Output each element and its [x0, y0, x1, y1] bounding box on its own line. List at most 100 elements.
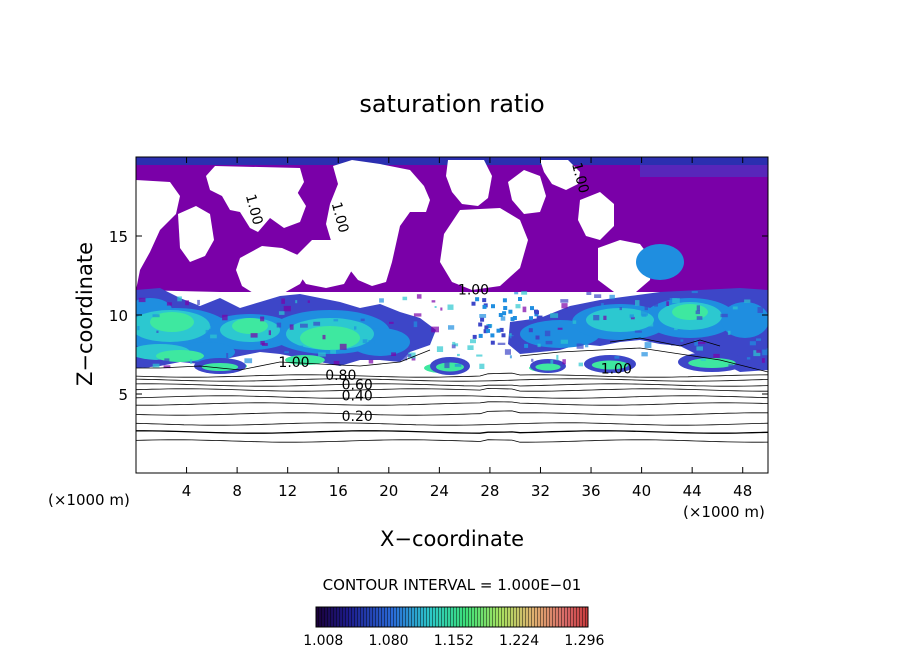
clear-air-hole-13 [598, 240, 652, 292]
clear-air-hole-9 [236, 246, 308, 296]
x-axis-ticks: 4 8 12 16 20 24 28 32 36 40 44 48 [182, 157, 752, 500]
cloud-speckle-47 [330, 349, 336, 354]
cloud-speckle-mid-12 [487, 324, 492, 329]
cloud-speckle-77 [261, 343, 268, 346]
contour-label-9: 1.00 [458, 283, 489, 299]
cloud-speckle-50 [696, 305, 700, 311]
cloud-speckle-mid-28 [518, 297, 522, 301]
cloud-speckle-124 [700, 358, 706, 361]
cloud-speckle-mid-24 [524, 343, 529, 348]
cloud-speckle-101 [514, 292, 519, 295]
cloud-speckle-109 [635, 300, 640, 306]
cloud-blob-l4-9 [232, 318, 268, 334]
cloud-speckle-152 [206, 325, 209, 330]
cloud-speckle-138 [152, 363, 160, 368]
cloud-speckle-46 [762, 349, 768, 356]
cloud-speckle-125 [756, 338, 761, 341]
cloud-speckle-mid-26 [486, 328, 490, 333]
cloud-speckle-139 [713, 353, 720, 358]
cloud-speckle-56 [629, 327, 636, 331]
cloud-speckle-98 [161, 361, 164, 365]
cloud-speckle-144 [586, 292, 592, 295]
cloud-speckle-32 [696, 316, 703, 320]
cloud-speckle-mid-6 [529, 316, 533, 321]
cloud-speckle-mid-8 [508, 309, 513, 314]
cloud-speckle-160 [601, 303, 604, 309]
saturation-outline-1 [136, 349, 431, 371]
cloud-speckle-156 [156, 330, 159, 333]
contour-label-4: 0.80 [325, 368, 356, 384]
cloud-speckle-12 [389, 321, 394, 324]
clear-air-hole-12 [440, 208, 528, 290]
contour-labels: 0.20 0.400.600.80 1.00 1.00 1.00 1.00 1.00 1.00 [242, 161, 632, 425]
cloud-speckle-45 [244, 358, 253, 364]
clear-air-hole-5 [446, 160, 492, 206]
cloud-speckle-82 [630, 316, 635, 320]
cloud-speckle-151 [504, 349, 511, 355]
cloud-speckle-55 [531, 358, 534, 362]
cloud-speckle-128 [402, 296, 408, 301]
cloud-speckle-120 [143, 362, 150, 368]
cloud-speckle-51 [640, 310, 648, 316]
cloud-speckle-96 [300, 323, 308, 328]
cloud-speckle-64 [138, 297, 146, 303]
cloud-speckle-57 [647, 323, 654, 327]
contour-label-6: 1.00 [601, 362, 632, 378]
cloud-speckle-27 [550, 359, 554, 365]
cloud-speckle-mid-39 [478, 322, 483, 327]
cloud-speckle-78 [440, 307, 443, 311]
y-tick-label-5: 5 [118, 386, 128, 404]
cloud-speckle-mid-2 [475, 297, 480, 302]
cloud-speckle-68 [560, 299, 569, 303]
colorbar-tick-3: 1.152 [434, 633, 474, 649]
cloud-speckle-83 [362, 339, 368, 344]
contour-level-3 [136, 422, 768, 426]
clear-air-hole-11 [296, 240, 352, 288]
cloud-speckle-22 [289, 324, 294, 330]
cloud-speckle-mid-27 [501, 333, 506, 338]
cloud-speckle-148 [727, 330, 731, 335]
cloud-speckle-33 [197, 299, 200, 305]
cloud-speckle-18 [521, 291, 528, 295]
contour-level-7 [136, 387, 768, 392]
clear-air-hole-6 [508, 170, 546, 214]
cloud-speckle-48 [190, 359, 193, 364]
x-tick-label-16: 16 [329, 482, 348, 500]
cloud-speckle-mid-5 [499, 327, 504, 332]
y-axis-label: Z−coordinate [73, 242, 97, 386]
colorbar-tick-4: 1.224 [499, 633, 539, 649]
cloud-speckle-39 [307, 300, 310, 303]
y-axis-ticks: 5 10 15 [109, 228, 768, 404]
cloud-speckle-6 [368, 359, 374, 364]
cloud-speckle-69 [416, 294, 422, 299]
cloud-speckle-mid-4 [503, 306, 508, 310]
cloud-speckle-132 [403, 353, 412, 357]
cloud-speckle-34 [585, 343, 589, 348]
cloud-speckle-153 [457, 353, 460, 357]
cloud-speckle-93 [276, 322, 282, 328]
cloud-speckle-mid-17 [483, 329, 488, 334]
cloud-speckle-127 [609, 294, 615, 300]
cloud-speckle-117 [451, 344, 456, 349]
cloud-speckle-145 [452, 341, 456, 345]
cloud-blob-l3-4 [586, 308, 654, 332]
cloud-speckle-53 [619, 307, 622, 311]
clear-air-hole-2 [206, 166, 304, 232]
cloud-speckle-40 [448, 325, 455, 330]
cloud-speckle-2 [561, 303, 568, 309]
cloud-speckle-71 [594, 294, 602, 298]
cloud-speckle-5 [206, 325, 211, 329]
cloud-base-core-2 [436, 362, 464, 372]
contour-label-10: 1.00 [568, 161, 592, 195]
cloud-speckle-159 [674, 327, 678, 331]
contour-level-1 [136, 439, 768, 443]
cloud-speckle-mid-34 [478, 333, 483, 338]
cloud-speckle-mid-30 [510, 317, 515, 322]
cloud-speckle-mid-37 [471, 301, 476, 306]
colorbar: 1.008 1.080 1.152 1.224 1.296 [303, 606, 605, 649]
x-axis-label: X−coordinate [380, 527, 524, 551]
cloud-speckle-mid-32 [491, 304, 495, 309]
cloud-speckle-mid-10 [502, 298, 507, 303]
cloud-speckle-7 [654, 303, 658, 307]
colorbar-stripes [316, 607, 588, 627]
